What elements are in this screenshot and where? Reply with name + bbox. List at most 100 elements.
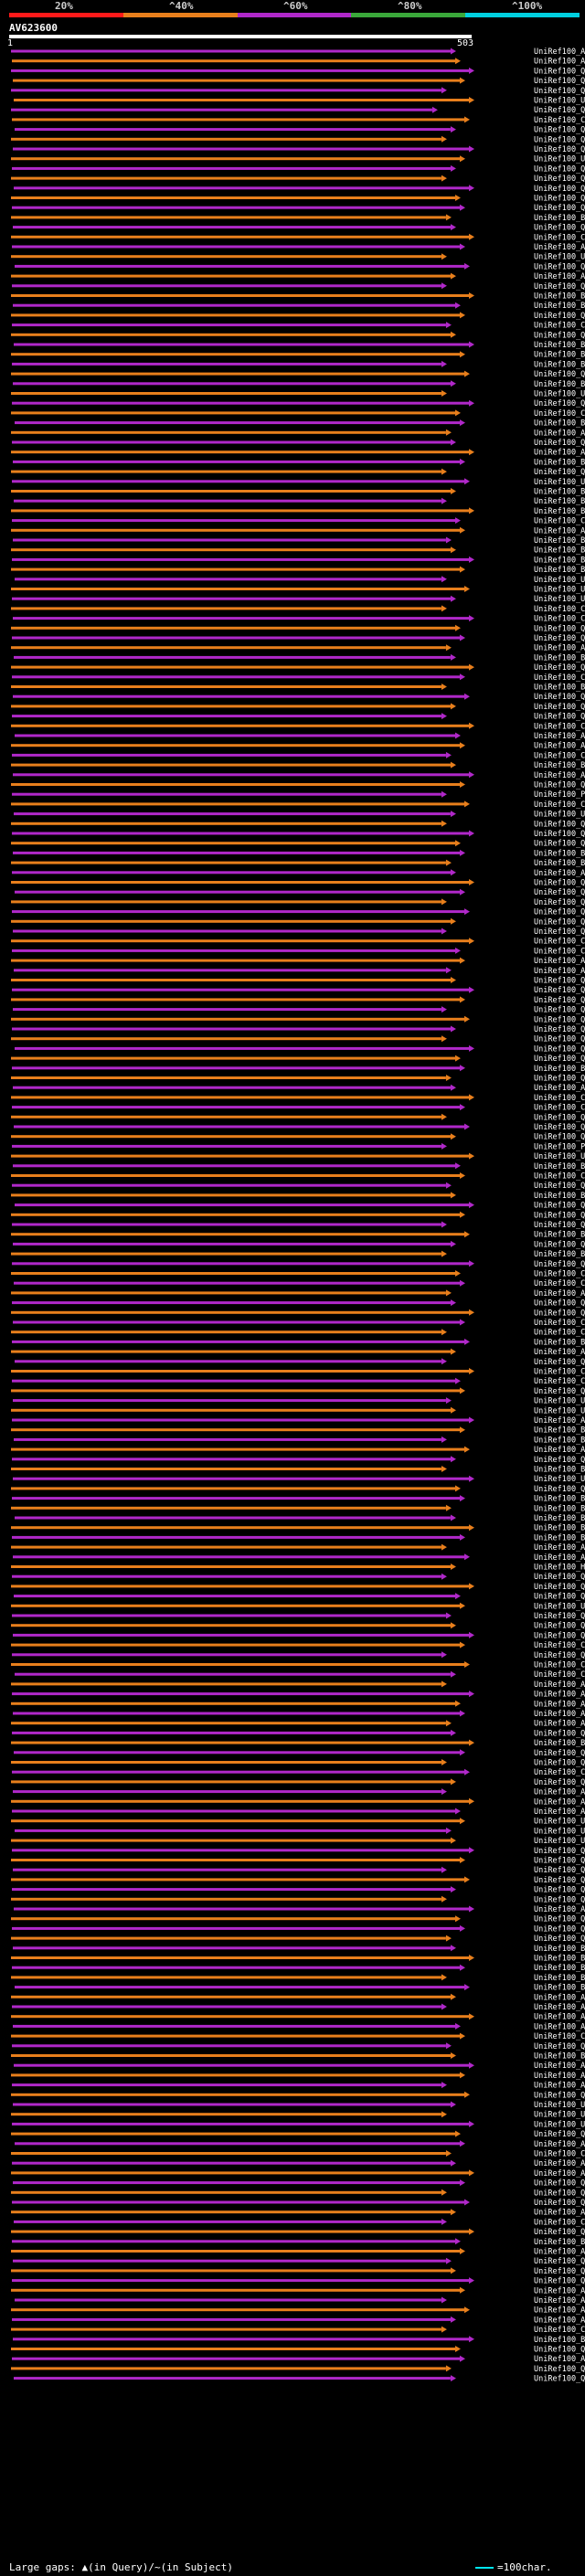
hit-label[interactable]: UniRef100_Q9X8E9 — [534, 2375, 585, 2384]
hit-row[interactable]: UniRef100_Q9JJ81 — [12, 1924, 585, 1934]
hit-row[interactable]: UniRef100_C4JP07 — [12, 1768, 585, 1777]
hit-label[interactable]: UniRef100_C7BGM8 — [534, 233, 585, 242]
hit-row[interactable]: UniRef100_A3W587 — [12, 1807, 585, 1817]
hit-label[interactable]: UniRef100_UP1000.. — [534, 1837, 585, 1846]
hit-row[interactable]: UniRef100_Q2G6M1 — [11, 135, 585, 144]
hit-row[interactable]: UniRef100_UP1000.. — [11, 1602, 585, 1611]
hit-row[interactable]: UniRef100_Q9S1H2 — [13, 2179, 585, 2189]
hit-row[interactable]: UniRef100_B8W7J2 — [11, 1192, 585, 1201]
hit-label[interactable]: UniRef100_Q2KNZ6 — [534, 399, 585, 408]
hit-row[interactable]: UniRef100_A6XIY0 — [12, 58, 585, 67]
hit-label[interactable]: UniRef100_UP1000.. — [534, 155, 585, 164]
hit-row[interactable]: UniRef100_Q9AXD9 — [12, 908, 585, 917]
hit-label[interactable]: UniRef100_B0F656 — [534, 1974, 585, 1983]
hit-row[interactable]: UniRef100_B4UIY8 — [13, 1162, 585, 1171]
hit-label[interactable]: UniRef100_A6G120 — [534, 1084, 585, 1093]
hit-label[interactable]: UniRef100_A4FM34 — [534, 1797, 585, 1807]
hit-row[interactable]: UniRef100_C7BGM9 — [12, 517, 585, 526]
hit-row[interactable]: UniRef100_B0F650 — [12, 556, 585, 565]
hit-row[interactable]: UniRef100_A5TET0 — [11, 2169, 585, 2178]
hit-label[interactable]: UniRef100_B4UHK9 — [534, 1436, 585, 1445]
hit-label[interactable]: UniRef100_Q5AGJ5 — [534, 468, 585, 477]
hit-label[interactable]: UniRef100_A4EYZ2 — [534, 644, 585, 653]
hit-row[interactable]: UniRef100_C3YWB8 — [11, 938, 585, 947]
hit-label[interactable]: UniRef100_A9GD01 — [534, 2082, 585, 2091]
hit-label[interactable]: UniRef100_Q1DV84 — [534, 2042, 585, 2051]
hit-label[interactable]: UniRef100_A7EHX9 — [534, 869, 585, 878]
hit-label[interactable]: UniRef100_B0F643 — [534, 653, 585, 663]
hit-label[interactable]: UniRef100_C4JP07 — [534, 1768, 585, 1777]
hit-label[interactable]: UniRef100_Q5RD08 — [534, 1631, 585, 1640]
hit-label[interactable]: UniRef100_B0F649 — [534, 1984, 585, 1993]
hit-row[interactable]: UniRef100_Q5JC9 — [13, 1006, 585, 1015]
hit-row[interactable]: UniRef100_B6Q311 — [14, 341, 585, 350]
hit-label[interactable]: UniRef100_Q6J0Q2 — [534, 1309, 585, 1318]
hit-label[interactable]: UniRef100_C9Z250 — [534, 322, 585, 331]
hit-row[interactable]: UniRef100_A4IAU8 — [12, 2003, 585, 2012]
hit-label[interactable]: UniRef100_UP1000.. — [534, 2120, 585, 2129]
hit-label[interactable]: UniRef100_UP1000.. — [534, 811, 585, 820]
hit-row[interactable]: UniRef100_Q9FLQ7 — [11, 2091, 585, 2100]
hit-label[interactable]: UniRef100_Q21D92 — [534, 1055, 585, 1064]
hit-row[interactable]: UniRef100_UP1000.. — [11, 1152, 585, 1161]
hit-label[interactable]: UniRef100_Q13D25 — [534, 312, 585, 321]
hit-row[interactable]: UniRef100_C3YH31 — [11, 1368, 585, 1377]
hit-label[interactable]: UniRef100_C5PGA0 — [534, 2326, 585, 2335]
hit-row[interactable]: UniRef100_Q9B1T9 — [11, 624, 585, 633]
hit-row[interactable]: UniRef100_B8WU50 — [11, 507, 585, 516]
hit-label[interactable]: UniRef100_Q6BYV7 — [534, 1857, 585, 1866]
hit-label[interactable]: UniRef100_Q7ZYY2 — [534, 1847, 585, 1856]
hit-label[interactable]: UniRef100_A6XIY0 — [534, 58, 585, 67]
hit-label[interactable]: UniRef100_A4XHY5 — [534, 526, 585, 535]
hit-label[interactable]: UniRef100_UP1000.. — [534, 595, 585, 604]
hit-label[interactable]: UniRef100_A9P3K9 — [534, 1710, 585, 1719]
hit-label[interactable]: UniRef100_Q9AZL0-2 — [534, 693, 585, 702]
hit-label[interactable]: UniRef100_A0LNQ7 — [534, 1905, 585, 1914]
hit-row[interactable]: UniRef100_Q5AGJ5 — [11, 468, 585, 477]
hit-row[interactable]: UniRef100_C1FK34 — [12, 751, 585, 760]
hit-row[interactable]: UniRef100_Q6IEY7 — [13, 77, 585, 86]
hit-row[interactable]: UniRef100_B0F645 — [14, 497, 585, 506]
hit-row[interactable]: UniRef100_C5NKE1 — [11, 1641, 585, 1650]
hit-label[interactable]: UniRef100_B0F650 — [534, 556, 585, 565]
hit-label[interactable]: UniRef100_B8NLL1 — [534, 566, 585, 575]
hit-row[interactable]: UniRef100_C2X7R3 — [11, 722, 585, 731]
hit-row[interactable]: UniRef100_B4J811 — [13, 380, 585, 389]
hit-row[interactable]: UniRef100_A8PY87 — [11, 957, 585, 966]
hit-label[interactable]: UniRef100_Q7TPM5 — [534, 1044, 585, 1054]
hit-label[interactable]: UniRef100_A3W587 — [534, 1807, 585, 1817]
hit-row[interactable]: UniRef100_A2RA92 — [11, 2209, 585, 2218]
hit-label[interactable]: UniRef100_Q4Q839 — [534, 2228, 585, 2237]
hit-label[interactable]: UniRef100_A9U100 — [534, 2013, 585, 2022]
hit-label[interactable]: UniRef100_B0F653 — [534, 1514, 585, 1523]
hit-row[interactable]: UniRef100_C1GHW7 — [12, 673, 585, 683]
hit-row[interactable]: UniRef100_Q5QQN4 — [13, 145, 585, 154]
hit-row[interactable]: UniRef100_A9KI1L — [12, 2159, 585, 2168]
hit-row[interactable]: UniRef100_Q1WKZ7 — [11, 1915, 585, 1924]
hit-label[interactable]: UniRef100_C5YLU5 — [534, 1270, 585, 1279]
hit-row[interactable]: UniRef100_Q1ESU1 — [13, 928, 585, 937]
hit-label[interactable]: UniRef100_Q9AXD9 — [534, 908, 585, 917]
hit-row[interactable]: UniRef100_A9P3B5 — [11, 2248, 585, 2257]
hit-label[interactable]: UniRef100_Q5DPF0 — [534, 1387, 585, 1396]
hit-label[interactable]: UniRef100_A7EUD6 — [534, 1788, 585, 1797]
hit-row[interactable]: UniRef100_Q4X6G2 — [12, 713, 585, 722]
hit-row[interactable]: UniRef100_B9F644 — [11, 351, 585, 360]
hit-label[interactable]: UniRef100_C1GXM9 — [534, 1377, 585, 1386]
hit-row[interactable]: UniRef100_Q9WSW4 — [12, 634, 585, 643]
hit-row[interactable]: UniRef100_C4QMD4 — [11, 409, 585, 419]
hit-label[interactable]: UniRef100_A9P3B7 — [534, 1680, 585, 1690]
hit-label[interactable]: UniRef100_UP1000.. — [534, 586, 585, 595]
hit-label[interactable]: UniRef100_A4DDY1 — [534, 2022, 585, 2031]
hit-label[interactable]: UniRef100_A9P3B5 — [534, 2248, 585, 2257]
hit-label[interactable]: UniRef100_Q4FFH2 — [534, 1749, 585, 1758]
hit-label[interactable]: UniRef100_B8HDK4 — [534, 2238, 585, 2247]
hit-label[interactable]: UniRef100_UP1000.. — [534, 390, 585, 399]
hit-row[interactable]: UniRef100_Q4KDE0 — [12, 2199, 585, 2208]
hit-row[interactable]: UniRef100_B5RK71 — [11, 1250, 585, 1259]
hit-label[interactable]: UniRef100_A2RA92 — [534, 2209, 585, 2218]
hit-label[interactable]: UniRef100_Q1WKZ7 — [534, 1915, 585, 1924]
hit-label[interactable]: UniRef100_B5DZJ3 — [534, 536, 585, 546]
hit-row[interactable]: UniRef100_A9P3B3 — [11, 2286, 585, 2295]
hit-row[interactable]: UniRef100_Q9X8E9 — [14, 2375, 585, 2384]
